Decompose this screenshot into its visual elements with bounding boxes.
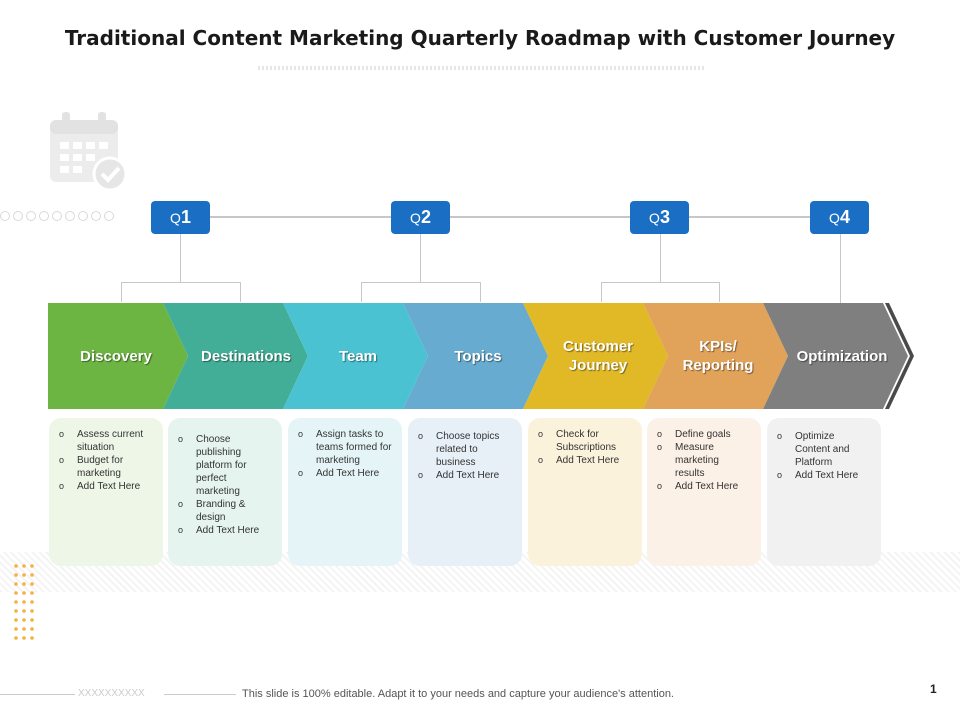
list-item: Budget for marketing (57, 454, 153, 480)
quarter-timeline (180, 216, 840, 218)
list-item: Assess current situation (57, 428, 153, 454)
list-item: Choose topics related to business (416, 430, 512, 469)
connector-q4 (840, 234, 841, 303)
quarter-badge-q4: Q4 (810, 201, 869, 234)
list-item: Check for Subscriptions (536, 428, 632, 454)
bracket-q1 (121, 282, 241, 302)
stage-label-destinations: Destinations (200, 347, 291, 365)
footer-code: XXXXXXXXXX (78, 688, 145, 699)
footer-divider-left (0, 694, 75, 695)
footer-note: This slide is 100% editable. Adapt it to… (242, 688, 674, 700)
connector-q2 (420, 234, 421, 282)
card-kpis-reporting: Define goals Measure marketing results A… (647, 418, 761, 566)
chevron-kpis-reporting (643, 303, 788, 409)
list-item: Measure marketing results (655, 441, 751, 480)
quarter-badge-q3: Q3 (630, 201, 689, 234)
stage-label-topics: Topics (454, 347, 502, 365)
list-item: Add Text Here (655, 480, 751, 493)
calendar-check-icon (50, 112, 128, 190)
card-team: Assign tasks to teams formed for marketi… (288, 418, 402, 566)
card-customer-journey: Check for Subscriptions Add Text Here (528, 418, 642, 566)
slide-title: Traditional Content Marketing Quarterly … (64, 26, 896, 50)
chevron-discovery (48, 303, 188, 409)
list-item: Define goals (655, 428, 751, 441)
decorative-circles (0, 211, 114, 221)
card-topics: Choose topics related to business Add Te… (408, 418, 522, 566)
stage-label-customer-journey: Customer Journey (562, 338, 633, 374)
chevron-team (283, 303, 428, 409)
list-item: Add Text Here (296, 467, 392, 480)
stage-label-discovery: Discovery (80, 347, 152, 365)
chevron-topics (403, 303, 548, 409)
stage-label-team: Team (338, 347, 378, 365)
decorative-dot-grid (14, 564, 34, 640)
stage-label-kpis-reporting: KPIs/Reporting (682, 338, 754, 374)
list-item: Branding & design (176, 498, 272, 524)
stage-label-optimization: Optimization (796, 347, 888, 365)
bracket-q2 (361, 282, 481, 302)
list-item: Choose publishing platform for perfect m… (176, 433, 272, 498)
list-item: Optimize Content and Platform (775, 430, 871, 469)
list-item: Add Text Here (416, 469, 512, 482)
card-destinations: Choose publishing platform for perfect m… (168, 418, 282, 566)
connector-q1 (180, 234, 181, 282)
list-item: Add Text Here (57, 480, 153, 493)
list-item: Add Text Here (536, 454, 632, 467)
quarter-badge-q2: Q2 (391, 201, 450, 234)
list-item: Add Text Here (775, 469, 871, 482)
card-discovery: Assess current situation Budget for mark… (49, 418, 163, 566)
bracket-q3 (601, 282, 720, 302)
list-item: Assign tasks to teams formed for marketi… (296, 428, 392, 467)
footer-divider-mid (164, 694, 236, 695)
chevron-optimization (763, 303, 908, 409)
list-item: Add Text Here (176, 524, 272, 537)
page-number: 1 (930, 682, 937, 696)
chevron-destinations (163, 303, 308, 409)
chevron-customer-journey (523, 303, 668, 409)
title-underline (258, 66, 704, 70)
card-optimization: Optimize Content and Platform Add Text H… (767, 418, 881, 566)
connector-q3 (660, 234, 661, 282)
quarter-badge-q1: Q1 (151, 201, 210, 234)
